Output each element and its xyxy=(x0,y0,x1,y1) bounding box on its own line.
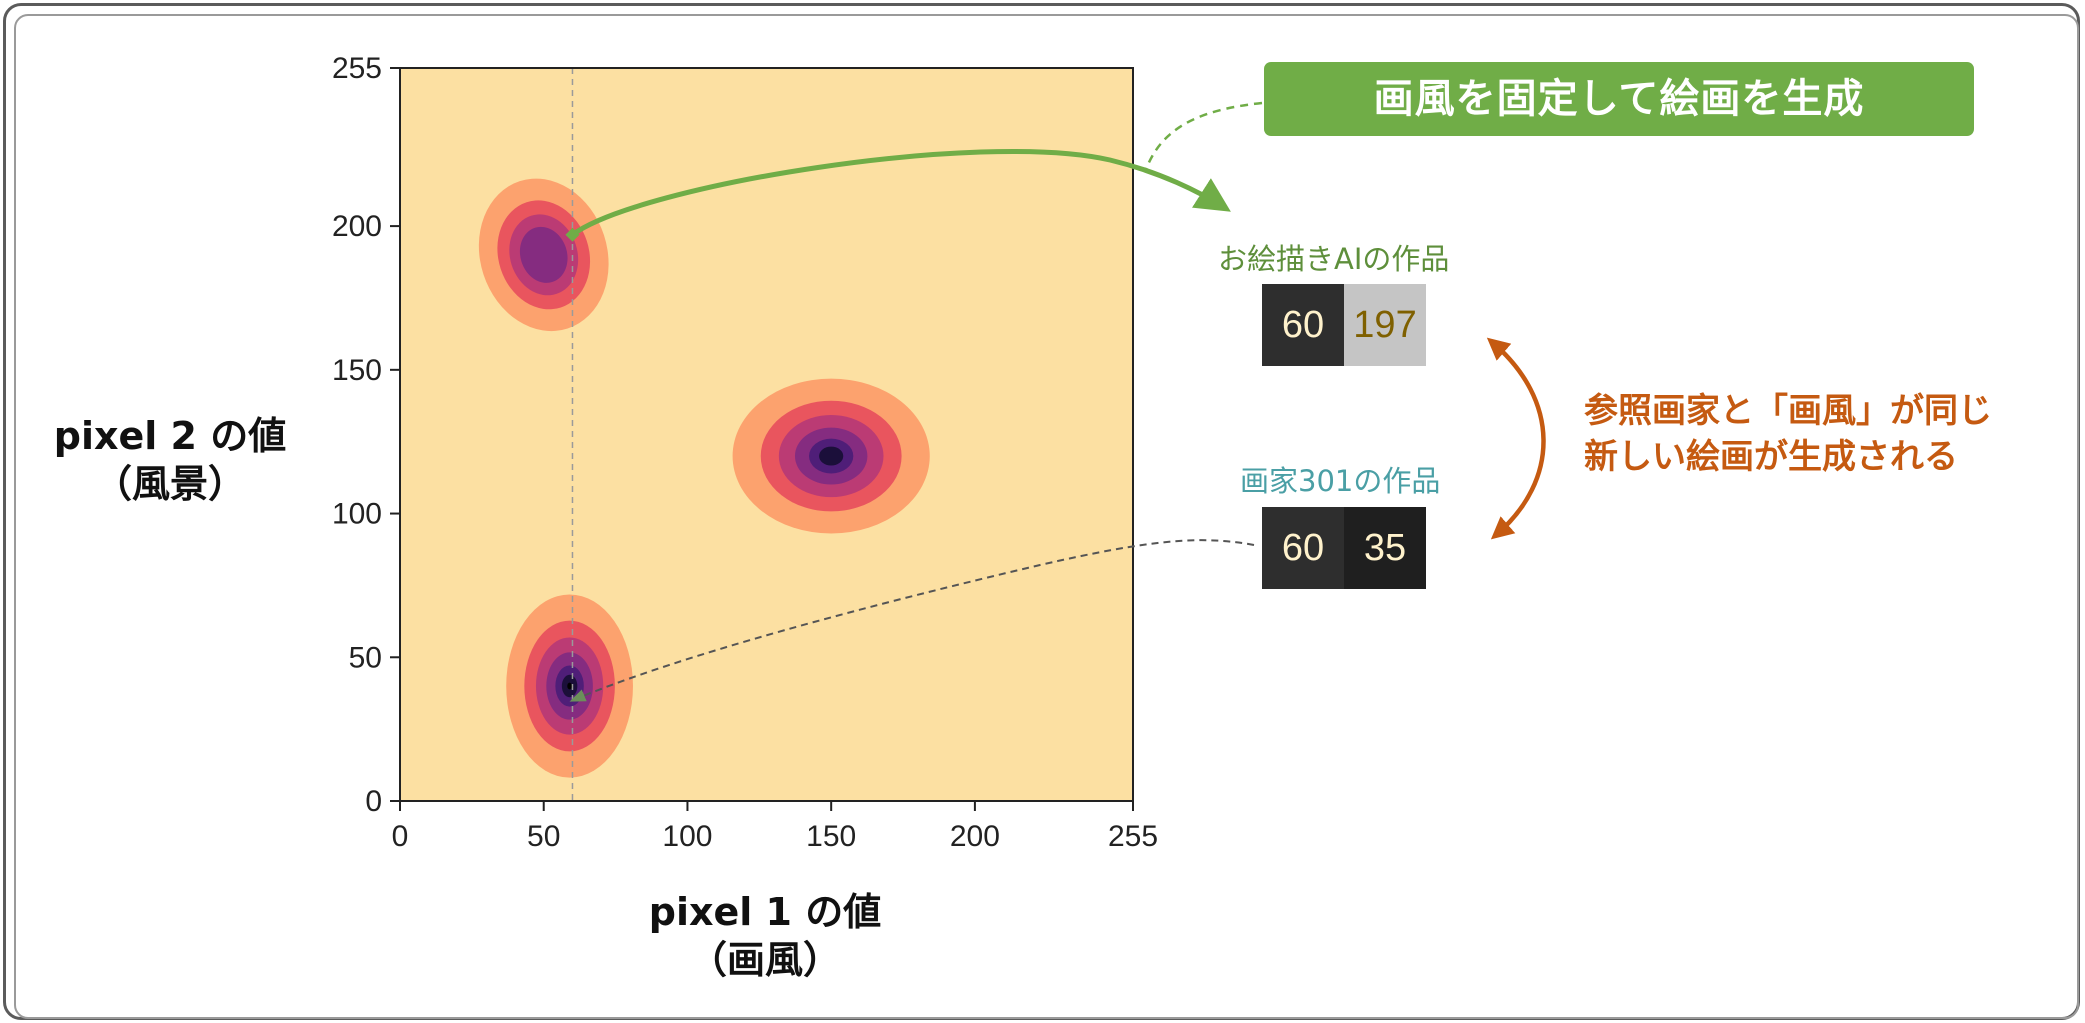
x-tick-label-50: 50 xyxy=(527,820,560,853)
fixed-style-banner: 画風を固定して絵画を生成 xyxy=(1264,62,1974,136)
x-tick-label-150: 150 xyxy=(806,820,856,853)
y-tick-label-100: 100 xyxy=(332,498,382,531)
x-tick-label-255: 255 xyxy=(1108,820,1158,853)
ai-pixel2-cell: 197 xyxy=(1344,284,1426,366)
x-tick-label-200: 200 xyxy=(950,820,1000,853)
plot-frame xyxy=(399,67,1134,802)
contour-cluster-1-level-4 xyxy=(519,226,568,283)
y-axis-sublabel: （風景） xyxy=(93,462,246,506)
x-axis-label: pixel 1 の値 xyxy=(648,890,882,934)
y-tick-label-200: 200 xyxy=(332,210,382,243)
inner-frame xyxy=(14,14,2079,1019)
artist-artwork-caption: 画家301の作品 xyxy=(1240,464,1441,498)
ai-point-arrow xyxy=(570,149,1231,237)
artist-pixel2-cell: 35 xyxy=(1344,507,1426,589)
ai-artwork-caption: お絵描きAIの作品 xyxy=(1218,242,1450,276)
contour-layer xyxy=(478,178,930,778)
contour-cluster-3-level-7 xyxy=(567,682,572,690)
x-axis-title: pixel 1 の値 （画風） xyxy=(600,888,930,984)
contour-cluster-2-level-6 xyxy=(819,446,844,466)
y-axis-ticks: 0 50 100 150 200 255 xyxy=(332,52,400,818)
y-tick-label-50: 50 xyxy=(349,641,382,674)
artist-pixel1-cell: 60 xyxy=(1262,507,1344,589)
y-tick-label-0: 0 xyxy=(365,785,382,818)
annotation-arrows xyxy=(565,101,1546,702)
same-style-double-arrow xyxy=(1486,337,1546,540)
x-tick-label-100: 100 xyxy=(662,820,712,853)
y-tick-label-150: 150 xyxy=(332,354,382,387)
y-tick-label-255: 255 xyxy=(332,52,382,85)
ai-point-marker xyxy=(565,227,580,242)
ai-pixel1-cell: 60 xyxy=(1262,284,1344,366)
note-line-2: 新しい絵画が生成される xyxy=(1584,437,1958,477)
banner-connector xyxy=(1143,101,1263,173)
y-axis-label: pixel 2 の値 xyxy=(53,414,287,458)
x-axis-ticks: 0 50 100 150 200 255 xyxy=(392,801,1158,853)
y-axis-title: pixel 2 の値 （風景） xyxy=(25,412,315,508)
x-axis-sublabel: （画風） xyxy=(688,938,841,982)
same-style-note: 参照画家と「画風」が同じ 新しい絵画が生成される xyxy=(1584,388,2064,480)
note-line-1: 参照画家と「画風」が同じ xyxy=(1584,391,1992,431)
x-tick-label-0: 0 xyxy=(392,820,409,853)
